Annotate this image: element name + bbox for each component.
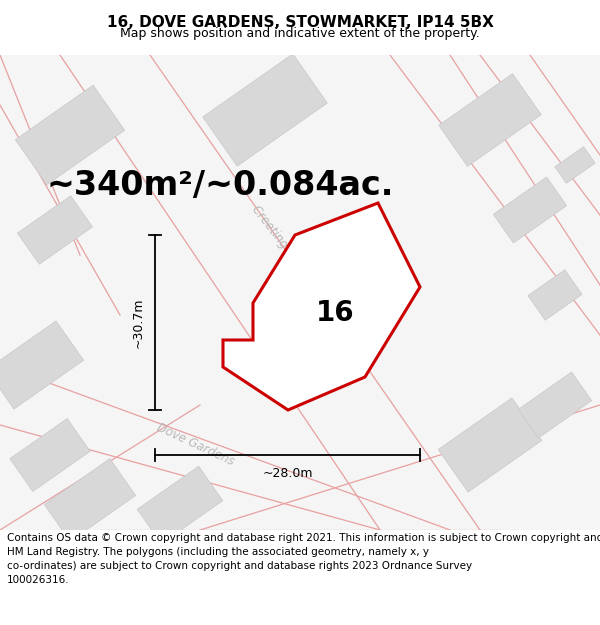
Text: ~30.7m: ~30.7m xyxy=(132,298,145,348)
Polygon shape xyxy=(10,419,90,491)
Text: Creeting Road: Creeting Road xyxy=(249,202,311,278)
Text: Contains OS data © Crown copyright and database right 2021. This information is : Contains OS data © Crown copyright and d… xyxy=(7,533,600,585)
Text: Map shows position and indicative extent of the property.: Map shows position and indicative extent… xyxy=(120,27,480,39)
Text: 16, DOVE GARDENS, STOWMARKET, IP14 5BX: 16, DOVE GARDENS, STOWMARKET, IP14 5BX xyxy=(107,16,493,31)
Polygon shape xyxy=(528,270,582,320)
Text: ~28.0m: ~28.0m xyxy=(262,467,313,480)
Polygon shape xyxy=(223,203,420,410)
Polygon shape xyxy=(16,85,125,185)
Polygon shape xyxy=(0,321,83,409)
Text: ~340m²/~0.084ac.: ~340m²/~0.084ac. xyxy=(46,169,394,201)
Polygon shape xyxy=(203,54,327,166)
Polygon shape xyxy=(439,74,541,166)
Text: 16: 16 xyxy=(316,299,355,327)
Polygon shape xyxy=(438,398,542,492)
Polygon shape xyxy=(137,466,223,544)
Polygon shape xyxy=(44,459,136,541)
Polygon shape xyxy=(493,177,566,243)
Polygon shape xyxy=(518,372,592,438)
Text: Dove Gardens: Dove Gardens xyxy=(154,421,236,469)
Polygon shape xyxy=(17,196,92,264)
Polygon shape xyxy=(555,147,595,183)
